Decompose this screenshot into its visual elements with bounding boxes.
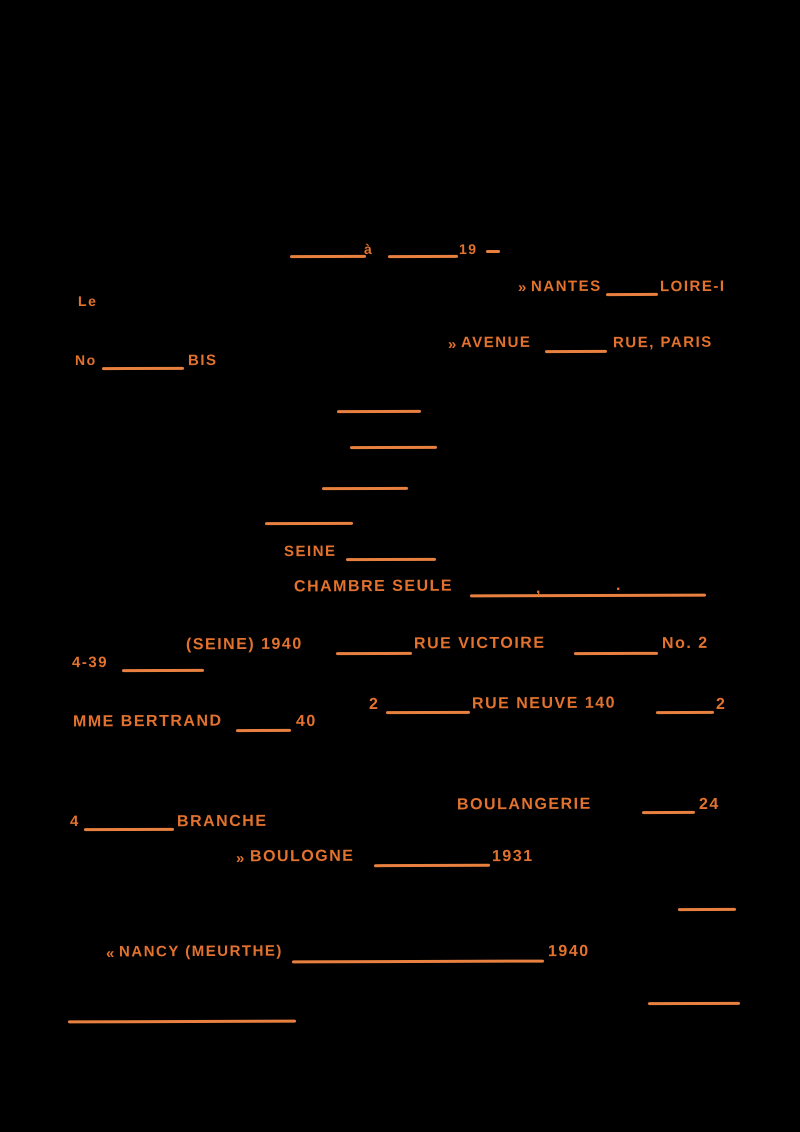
handwritten-entry: Le: [77, 292, 98, 310]
handwritten-entry: 2: [368, 695, 380, 714]
ditto-mark: »: [518, 279, 527, 296]
field-underline: [605, 292, 659, 297]
handwritten-entry: 19: [458, 240, 478, 258]
field-underline: [264, 521, 354, 526]
field-underline: [291, 959, 545, 964]
handwritten-entry: ,: [535, 579, 542, 598]
field-underline: [655, 710, 715, 715]
handwritten-entry: No: [74, 351, 97, 369]
handwritten-entry: BOULOGNE: [249, 847, 355, 866]
handwritten-entry: à: [363, 240, 374, 258]
field-underline: [485, 249, 501, 254]
handwritten-entry: LOIRE-I: [659, 277, 726, 296]
field-underline: [469, 593, 707, 598]
handwritten-entry: RUE NEUVE 140: [471, 694, 617, 713]
field-underline: [345, 557, 437, 562]
field-underline: [289, 254, 367, 259]
handwritten-entry: BOULANGERIE: [456, 795, 592, 814]
field-underline: [573, 651, 659, 656]
handwritten-entry: 4-39: [71, 653, 109, 672]
handwritten-entry: (SEINE) 1940: [185, 635, 303, 654]
field-underline: [83, 827, 175, 832]
handwritten-entry: .: [615, 576, 622, 595]
field-underline: [349, 445, 438, 450]
handwritten-entry: SEINE: [283, 542, 337, 561]
field-underline: [387, 254, 459, 259]
handwritten-entry: 1931: [491, 847, 534, 866]
field-underline: [373, 863, 491, 868]
field-underline: [67, 1019, 297, 1024]
field-underline: [121, 668, 205, 673]
handwritten-entry: RUE VICTOIRE: [413, 634, 546, 653]
field-underline: [385, 710, 471, 715]
handwritten-entry: BRANCHE: [176, 812, 268, 831]
handwritten-entry: NANCY (MEURTHE): [118, 942, 283, 961]
field-underline: [235, 728, 292, 733]
handwritten-entry: MME BERTRAND: [72, 712, 223, 731]
field-underline: [677, 907, 737, 912]
field-underline: [101, 366, 185, 371]
handwritten-entry: 2: [715, 695, 727, 714]
field-underline: [336, 409, 422, 414]
handwritten-entry: 40: [295, 712, 317, 731]
handwritten-entry: 4: [69, 812, 80, 831]
field-underline: [641, 810, 696, 815]
field-underline: [335, 651, 413, 656]
ditto-mark: »: [236, 850, 245, 867]
handwritten-entry: 1940: [547, 942, 590, 961]
handwritten-entry: RUE, PARIS: [612, 333, 713, 352]
ditto-mark: «: [106, 945, 115, 962]
ditto-mark: »: [448, 336, 457, 353]
handwritten-entry: CHAMBRE SEULE: [293, 577, 454, 596]
handwritten-entry: BIS: [187, 351, 218, 370]
handwritten-entry: No. 2: [661, 634, 709, 653]
handwritten-entry: 24: [698, 795, 720, 814]
field-underline: [647, 1001, 741, 1006]
handwritten-entry: AVENUE: [460, 333, 532, 352]
field-underline: [321, 486, 409, 491]
handwritten-entry: NANTES: [530, 277, 602, 296]
field-underline: [544, 349, 608, 354]
